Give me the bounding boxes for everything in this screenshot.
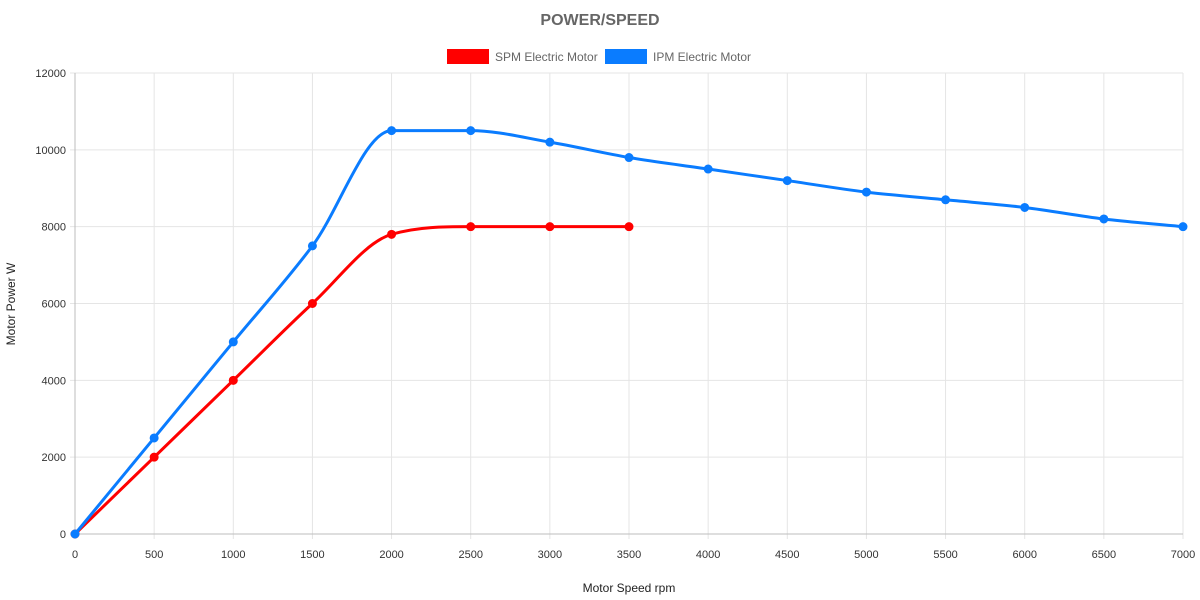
y-tick-label: 0 [60, 529, 66, 541]
x-tick-label: 3000 [538, 549, 562, 561]
data-point[interactable] [307, 299, 317, 308]
data-point[interactable] [941, 195, 951, 205]
data-point[interactable] [545, 222, 555, 232]
legend-item[interactable]: IPM Electric Motor [605, 49, 751, 64]
x-tick-label: 3500 [617, 549, 641, 561]
data-point[interactable] [149, 433, 159, 443]
y-axis-title: Motor Power W [4, 262, 18, 345]
x-tick-label: 7000 [1171, 549, 1195, 561]
x-tick-label: 2000 [379, 549, 403, 561]
data-point[interactable] [624, 222, 634, 232]
data-point[interactable] [861, 187, 871, 197]
y-tick-label: 4000 [42, 375, 66, 387]
data-point[interactable] [545, 137, 555, 147]
data-point[interactable] [149, 452, 159, 462]
legend: SPM Electric Motor IPM Electric Motor [447, 49, 751, 64]
y-tick-label: 8000 [42, 222, 66, 234]
x-tick-label: 4500 [775, 549, 799, 561]
y-tick-label: 12000 [35, 68, 66, 80]
x-tick-label: 500 [145, 549, 163, 561]
legend-item[interactable]: SPM Electric Motor [447, 49, 598, 64]
x-tick-label: 2500 [458, 549, 482, 561]
legend-swatch [447, 49, 489, 64]
series-layer [70, 126, 1188, 539]
grid [70, 72, 1184, 539]
series-ipm [70, 126, 1188, 539]
data-point[interactable] [624, 153, 634, 163]
x-tick-label: 1500 [300, 549, 324, 561]
data-point[interactable] [782, 176, 792, 186]
x-tick-label: 6000 [1012, 549, 1036, 561]
x-tick-label: 1000 [221, 549, 245, 561]
data-point[interactable] [228, 337, 238, 347]
data-point[interactable] [70, 529, 80, 539]
data-point[interactable] [307, 241, 317, 251]
chart-title: POWER/SPEED [540, 12, 659, 29]
y-tick-label: 6000 [42, 299, 66, 311]
data-point[interactable] [387, 229, 397, 239]
data-point[interactable] [1020, 202, 1030, 212]
data-point[interactable] [228, 375, 238, 385]
x-tick-label: 6500 [1092, 549, 1116, 561]
data-point[interactable] [1099, 214, 1109, 224]
data-point[interactable] [1178, 222, 1188, 232]
legend-swatch [605, 49, 647, 64]
x-axis-title: Motor Speed rpm [583, 581, 676, 595]
y-tick-label: 2000 [42, 452, 66, 464]
data-point[interactable] [703, 164, 713, 174]
data-point[interactable] [387, 126, 397, 136]
x-tick-label: 4000 [696, 549, 720, 561]
data-point[interactable] [466, 222, 476, 232]
y-tick-label: 10000 [35, 145, 66, 157]
axes: 0 500 1000 1500 2000 2500 3000 3500 4000 4500 5000… [35, 68, 1195, 561]
legend-label: IPM Electric Motor [653, 50, 751, 64]
x-tick-label: 5000 [854, 549, 878, 561]
data-point[interactable] [466, 126, 476, 136]
x-tick-label: 0 [72, 549, 78, 561]
legend-label: SPM Electric Motor [495, 50, 598, 64]
x-tick-label: 5500 [933, 549, 957, 561]
